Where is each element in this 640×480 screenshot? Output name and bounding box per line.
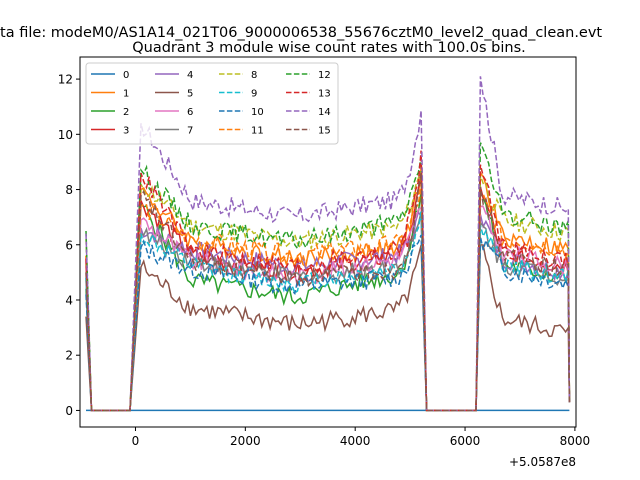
y-tick-label: 12 [58, 73, 73, 87]
series-line-1 [85, 168, 571, 412]
x-tick-label: 0 [132, 434, 140, 448]
legend-label-14: 14 [318, 107, 331, 118]
y-tick-label: 2 [65, 349, 73, 363]
y-tick-label: 10 [58, 128, 73, 142]
legend-label-7: 7 [187, 126, 193, 137]
y-tick-label: 0 [65, 404, 73, 418]
x-tick-label: 4000 [340, 434, 371, 448]
legend-label-15: 15 [318, 126, 331, 137]
legend-label-5: 5 [187, 89, 193, 100]
series-line-15 [85, 172, 571, 412]
legend-label-9: 9 [251, 89, 257, 100]
legend-label-10: 10 [251, 107, 264, 118]
legend-label-1: 1 [123, 89, 129, 100]
legend-label-8: 8 [251, 70, 257, 81]
series-line-11 [85, 183, 571, 412]
series-line-10 [85, 234, 571, 412]
plot-area [79, 56, 577, 428]
legend-label-13: 13 [318, 89, 331, 100]
legend-label-4: 4 [187, 70, 193, 81]
legend-label-2: 2 [123, 107, 129, 118]
legend-label-0: 0 [123, 70, 129, 81]
legend-label-12: 12 [318, 70, 331, 81]
series-line-5 [85, 243, 571, 412]
y-tick-label: 6 [65, 238, 73, 252]
y-tick-label: 4 [65, 293, 73, 307]
legend-label-11: 11 [251, 126, 264, 137]
series-line-12 [85, 142, 571, 412]
axes-frame [79, 56, 577, 428]
figure-suptitle: Data file: modeM0/AS1A14_021T06_90000065… [0, 25, 602, 41]
y-tick-label: 8 [65, 183, 73, 197]
x-axis: 0 2000 4000 6000 8000 [132, 427, 591, 448]
series-layer [85, 76, 571, 412]
series-line-13 [85, 150, 571, 412]
series-line-14 [85, 76, 571, 412]
x-tick-label: 8000 [560, 434, 591, 448]
y-axis: 0 2 4 6 8 10 12 [58, 73, 80, 418]
x-offset-label: +5.0587e8 [509, 455, 576, 469]
x-tick-label: 2000 [230, 434, 261, 448]
chart-title: Quadrant 3 module wise count rates with … [132, 40, 526, 56]
legend-frame [85, 62, 339, 145]
legend-label-6: 6 [187, 107, 193, 118]
legend-label-3: 3 [123, 126, 129, 137]
x-tick-label: 6000 [450, 434, 481, 448]
